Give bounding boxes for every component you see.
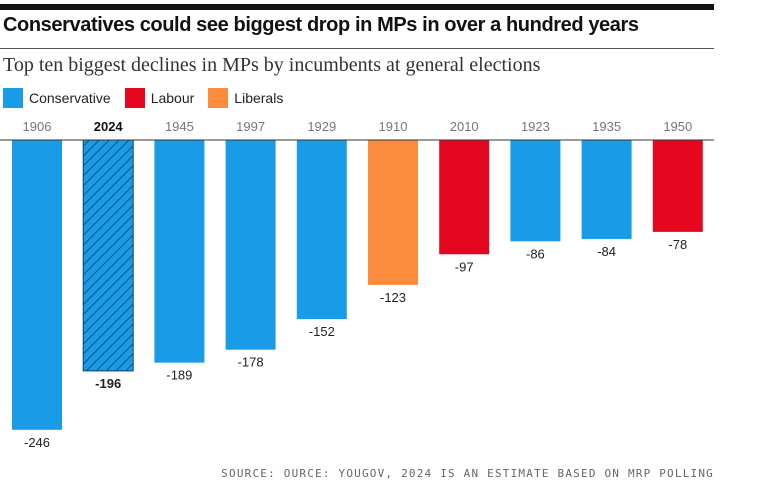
value-label-1950: -78 [668,237,687,252]
legend-label-conservative: Conservative [29,90,111,106]
year-label-2010: 2010 [450,119,479,134]
legend: Conservative Labour Liberals [3,88,297,108]
chart-subtitle: Top ten biggest declines in MPs by incum… [3,54,541,76]
legend-label-liberals: Liberals [234,90,284,106]
bar-1906 [12,140,62,430]
year-label-1906: 1906 [23,119,52,134]
year-label-1997: 1997 [236,119,265,134]
year-label-2024: 2024 [94,119,124,134]
chart-title: Conservatives could see biggest drop in … [3,14,639,36]
legend-swatch-liberals [208,88,229,108]
bar-1935 [581,140,632,239]
legend-item-liberals: Liberals [208,88,283,108]
value-label-2010: -97 [455,259,474,274]
source-note: SOURCE: OURCE: YOUGOV, 2024 IS AN ESTIMA… [221,467,714,480]
year-label-1935: 1935 [592,119,621,134]
bar-1929 [296,140,347,320]
legend-swatch-labour [124,88,145,108]
year-label-1929: 1929 [307,119,336,134]
year-label-1950: 1950 [663,119,692,134]
value-label-1906: -246 [24,435,50,450]
value-label-1929: -152 [309,324,335,339]
bar-chart: 1906 -246 2024 -196 1945 -189 1997 -178 1929 -152… [0,119,714,450]
value-label-1935: -84 [597,244,616,259]
value-label-1923: -86 [526,246,545,261]
bar-2024 [82,139,134,372]
year-label-1945: 1945 [165,119,194,134]
bar-1997 [225,140,276,350]
legend-item-labour: Labour [124,88,195,108]
year-label-1923: 1923 [521,119,550,134]
legend-label-labour: Labour [150,90,195,106]
bar-1923 [510,140,561,242]
legend-item-conservative: Conservative [3,88,111,108]
bar-1910 [368,140,418,285]
value-label-2024: -196 [95,376,121,391]
bar-1945 [154,140,205,363]
value-label-1945: -189 [166,368,192,383]
bars-group: 1906 -246 2024 -196 1945 -189 1997 -178 1929 -152… [12,119,703,450]
bar-1950 [652,140,703,232]
value-label-1910: -123 [380,290,406,305]
top-bar [0,4,714,10]
year-label-1910: 1910 [379,119,408,134]
legend-swatch-conservative [3,88,23,108]
bar-2010 [439,140,490,255]
value-label-1997: -178 [238,355,264,370]
title-divider [0,48,714,49]
